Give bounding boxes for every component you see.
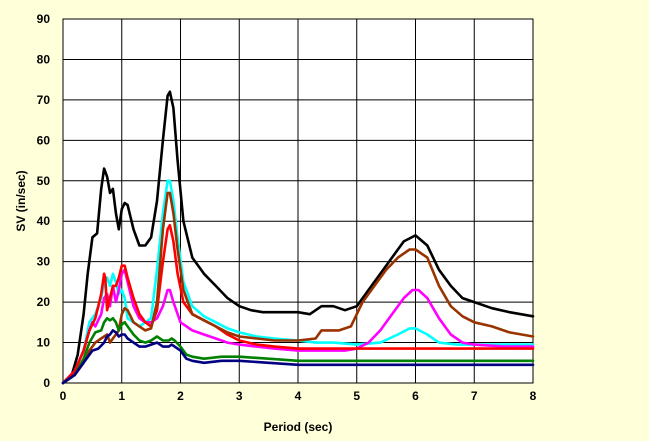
y-tick-label: 0: [43, 376, 50, 390]
y-tick-label: 60: [37, 133, 51, 147]
x-tick-label: 4: [295, 389, 302, 403]
y-tick-labels: 0 10 20 30 40 50 60 70 80 90: [37, 12, 51, 390]
series-line: [61, 90, 535, 385]
x-tick-label: 2: [177, 389, 184, 403]
x-axis-title: Period (sec): [264, 420, 333, 434]
series-line: [61, 329, 535, 385]
y-tick-label: 80: [37, 52, 51, 66]
series-line: [61, 179, 535, 385]
x-tick-labels: 0 1 2 3 4 5 6 7 8: [60, 389, 537, 403]
y-axis-title: SV (in/sec): [14, 170, 28, 231]
x-tick-label: 8: [530, 389, 537, 403]
x-tick-label: 0: [60, 389, 67, 403]
y-tick-label: 70: [37, 93, 51, 107]
series-line: [61, 316, 535, 385]
y-tick-label: 30: [37, 255, 51, 269]
x-tick-label: 6: [412, 389, 419, 403]
x-tick-label: 1: [118, 389, 125, 403]
y-tick-label: 40: [37, 214, 51, 228]
y-tick-label: 20: [37, 295, 51, 309]
y-tick-label: 10: [37, 336, 51, 350]
x-tick-label: 7: [471, 389, 478, 403]
y-tick-label: 50: [37, 174, 51, 188]
x-tick-label: 5: [353, 389, 360, 403]
x-tick-label: 3: [236, 389, 243, 403]
series-line: [61, 224, 535, 385]
series-line: [61, 191, 535, 385]
y-tick-label: 90: [37, 12, 51, 26]
series-lines: [61, 90, 535, 385]
